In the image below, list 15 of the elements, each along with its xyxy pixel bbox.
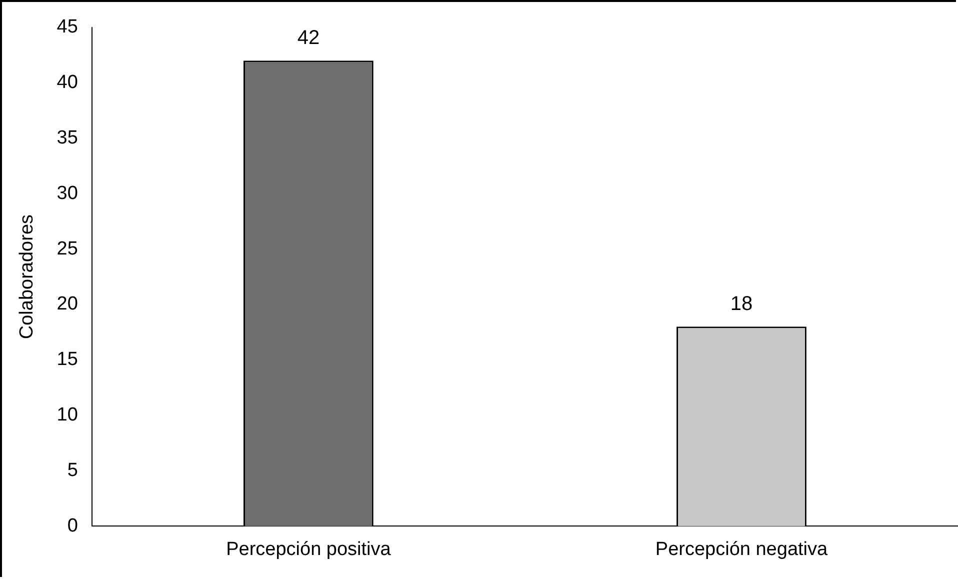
x-tick-label: Percepción negativa [655,538,828,560]
y-tick-label: 20 [56,294,78,315]
y-tick-label: 0 [67,515,78,536]
y-tick-label: 15 [56,349,78,370]
y-tick-label: 45 [56,16,78,38]
y-tick-label: 35 [56,127,78,148]
y-tick-label: 40 [56,72,78,94]
y-axis-title: Colaboradores [16,214,38,340]
data-label: 18 [730,293,753,316]
y-tick-label: 25 [56,238,78,260]
y-tick-label: 5 [67,460,78,482]
data-label: 42 [297,27,320,50]
y-tick-label: 30 [56,182,78,204]
x-tick-label: Percepción positiva [226,538,392,560]
y-tick-label: 10 [56,404,78,426]
